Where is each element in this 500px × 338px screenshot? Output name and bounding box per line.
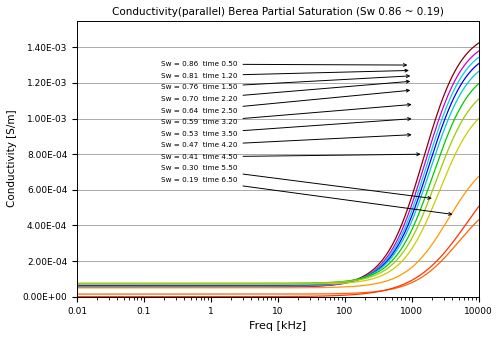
Text: Sw = 0.81  time 1.20: Sw = 0.81 time 1.20: [161, 69, 408, 79]
Text: Sw = 0.53  time 3.50: Sw = 0.53 time 3.50: [161, 118, 410, 137]
Y-axis label: Conductivity [S/m]: Conductivity [S/m]: [7, 110, 17, 208]
X-axis label: Freq [kHz]: Freq [kHz]: [250, 321, 306, 331]
Text: Sw = 0.76  time 1.50: Sw = 0.76 time 1.50: [161, 75, 410, 90]
Title: Conductivity(parallel) Berea Partial Saturation (Sw 0.86 ~ 0.19): Conductivity(parallel) Berea Partial Sat…: [112, 7, 444, 17]
Text: Sw = 0.59  time 3.20: Sw = 0.59 time 3.20: [161, 103, 410, 125]
Text: Sw = 0.41  time 4.50: Sw = 0.41 time 4.50: [161, 153, 419, 160]
Text: Sw = 0.86  time 0.50: Sw = 0.86 time 0.50: [161, 61, 406, 67]
Text: Sw = 0.64  time 2.50: Sw = 0.64 time 2.50: [161, 89, 410, 114]
Text: Sw = 0.30  time 5.50: Sw = 0.30 time 5.50: [161, 165, 431, 199]
Text: Sw = 0.47  time 4.20: Sw = 0.47 time 4.20: [161, 134, 410, 148]
Text: Sw = 0.70  time 2.20: Sw = 0.70 time 2.20: [161, 80, 410, 102]
Text: Sw = 0.19  time 6.50: Sw = 0.19 time 6.50: [161, 177, 452, 215]
